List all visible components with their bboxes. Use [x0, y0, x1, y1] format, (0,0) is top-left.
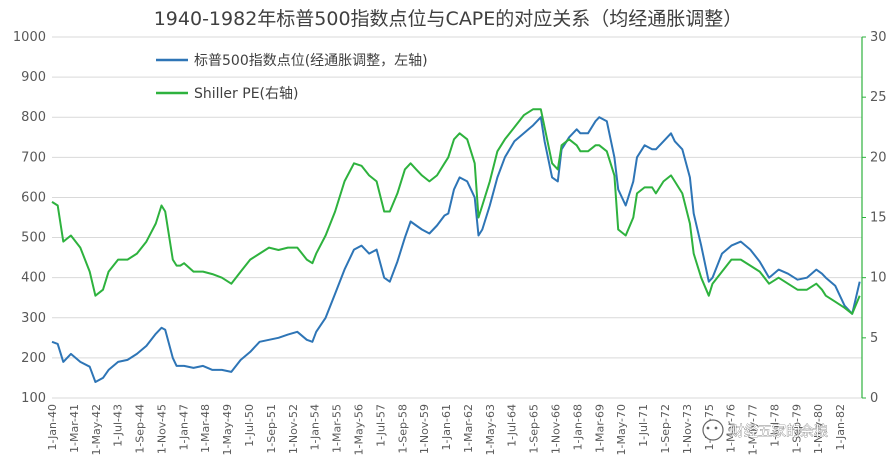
- x-tick-label: 1-Nov-80: [812, 404, 825, 454]
- right-tick-label: 30: [870, 30, 887, 45]
- x-tick-label: 1-Nov-45: [155, 404, 168, 454]
- right-tick-label: 25: [870, 90, 887, 105]
- x-tick-label: 1-Sep-44: [134, 404, 147, 454]
- x-tick-label: 1-Jul-43: [112, 404, 125, 447]
- x-tick-label: 1-Jul-57: [374, 404, 387, 447]
- right-tick-label: 10: [870, 271, 887, 286]
- x-tick-label: 1-Jul-71: [637, 404, 650, 447]
- x-tick-label: 1-Nov-59: [418, 404, 431, 454]
- left-tick-label: 200: [21, 351, 46, 366]
- left-tick-label: 1000: [13, 30, 46, 45]
- x-tick-label: 1-Sep-65: [528, 404, 541, 454]
- x-tick-label: 1-Jan-82: [834, 404, 847, 451]
- x-tick-label: 1-Jan-54: [309, 404, 322, 451]
- x-tick-label: 1-Mar-55: [331, 404, 344, 453]
- gridlines: [52, 36, 862, 399]
- x-tick-label: 1-Nov-66: [550, 404, 563, 454]
- x-tick-label: 1-Jan-61: [440, 404, 453, 451]
- left-tick-label: 300: [21, 311, 46, 326]
- left-tick-label: 600: [21, 190, 46, 205]
- legend-label-shiller-pe: Shiller PE(右轴): [194, 86, 298, 102]
- x-tick-label: 1-Jul-78: [768, 404, 781, 447]
- x-tick-label: 1-May-42: [90, 404, 103, 455]
- left-tick-label: 800: [21, 110, 46, 125]
- chart-title: 1940-1982年标普500指数点位与CAPE的对应关系（均经通胀调整）: [154, 8, 743, 30]
- left-tick-label: 500: [21, 231, 46, 246]
- right-tick-label: 0: [870, 391, 878, 406]
- left-tick-label: 400: [21, 271, 46, 286]
- x-tick-label: 1-Sep-58: [396, 404, 409, 454]
- x-tick-label: 1-Jan-47: [177, 404, 190, 451]
- left-tick-label: 700: [21, 150, 46, 165]
- x-tick-label: 1-Jan-40: [46, 404, 59, 451]
- x-tick-label: 1-Nov-52: [287, 404, 300, 454]
- right-axis-ticks: 0 5 10 15 20 25 30: [862, 30, 887, 406]
- left-tick-label: 900: [21, 70, 46, 85]
- watermark: 财经五家的余粮: [702, 419, 828, 441]
- x-tick-label: 1-Sep-51: [265, 404, 278, 454]
- x-tick-label: 1-May-70: [615, 404, 628, 455]
- x-tick-label: 1-Mar-48: [199, 404, 212, 453]
- x-tick-label: 1-Jul-50: [243, 404, 256, 447]
- x-axis-ticks: 1-Jan-40 1-Mar-41 1-May-42 1-Jul-43 1-Sep-44…: [46, 404, 847, 455]
- x-tick-label: 1-May-56: [352, 404, 365, 455]
- x-tick-label: 1-Nov-73: [681, 404, 694, 454]
- legend: 标普500指数点位(经通胀调整，左轴) Shiller PE(右轴): [156, 53, 428, 102]
- right-tick-label: 20: [870, 150, 887, 165]
- x-tick-label: 1-Jan-68: [571, 404, 584, 451]
- wechat-icon: [702, 419, 724, 441]
- series-lines: [51, 108, 861, 383]
- right-tick-label: 5: [870, 331, 878, 346]
- x-tick-label: 1-Mar-41: [68, 404, 81, 453]
- x-tick-label: 1-May-77: [747, 404, 760, 455]
- x-tick-label: 1-Mar-69: [593, 404, 606, 453]
- right-tick-label: 15: [870, 211, 887, 226]
- x-tick-label: 1-Jul-64: [506, 404, 519, 447]
- legend-label-sp500: 标普500指数点位(经通胀调整，左轴): [194, 53, 428, 69]
- series-line-shiller-pe: [51, 108, 861, 315]
- x-tick-label: 1-Mar-62: [462, 404, 475, 453]
- wechat-icon-eye-right: [714, 426, 718, 430]
- watermark-text: 财经五家的余粮: [730, 423, 828, 440]
- x-tick-label: 1-Mar-76: [725, 404, 738, 453]
- left-tick-label: 100: [21, 391, 46, 406]
- x-tick-label: 1-May-63: [484, 404, 497, 455]
- series-line-sp500: [51, 116, 861, 383]
- left-axis-ticks: 100 200 300 400 500 600 700 800 900 1000: [13, 30, 46, 406]
- wechat-icon-eye-left: [706, 426, 710, 430]
- x-tick-label: 1-Sep-72: [659, 404, 672, 454]
- x-tick-label: 1-Sep-79: [790, 404, 803, 454]
- x-tick-label: 1-May-49: [221, 404, 234, 455]
